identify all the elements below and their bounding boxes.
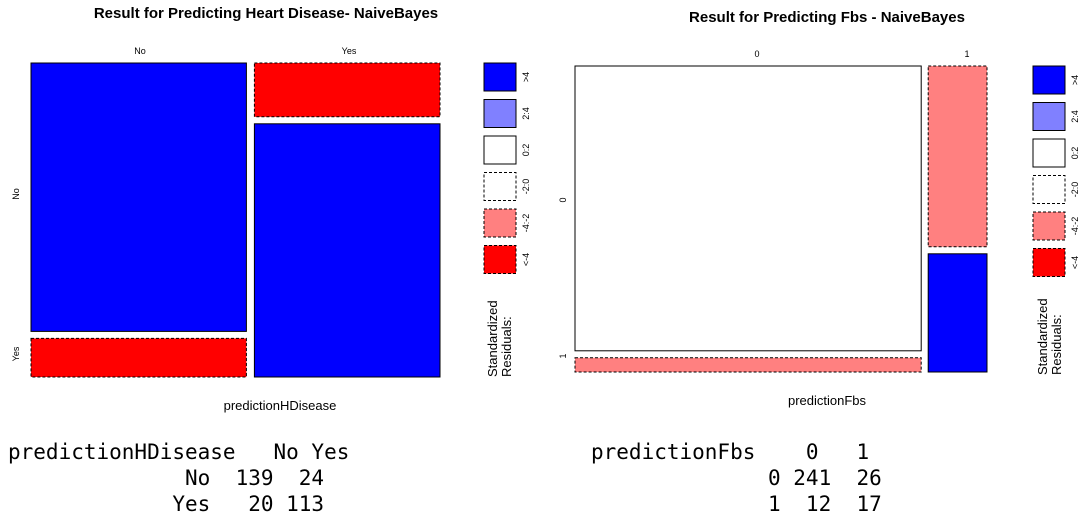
mosaic-cell-No-No	[30, 62, 247, 332]
mosaic-cell-Yes-No	[253, 62, 441, 118]
legend-swatch	[483, 135, 517, 165]
row-label-no: No	[11, 188, 21, 200]
chart-panel-heart-disease: Result for Predicting Heart Disease- Nai…	[0, 0, 545, 526]
legend-label: <-4	[1070, 256, 1080, 269]
legend-swatch	[1032, 138, 1066, 168]
row-label-1: 1	[558, 353, 568, 358]
legend-label: >4	[521, 72, 531, 82]
legend-title-line-1: Standardized	[485, 300, 500, 377]
mosaic-cell-0-1	[574, 357, 922, 373]
legend-swatch	[1032, 102, 1066, 131]
legend-label: -4:-2	[521, 214, 531, 233]
mosaic-cell-Yes-Yes	[253, 123, 441, 378]
legend: >4 2:4 0:2 -2:0 -4:-2 <-4	[483, 62, 531, 274]
confusion-table-row-1: 1 12 17	[591, 492, 882, 516]
legend-label: -2:0	[521, 179, 531, 195]
legend-title-line-2: Residuals:	[499, 316, 514, 377]
legend-swatch	[483, 208, 517, 238]
legend-swatch	[1032, 175, 1066, 204]
mosaic-cell-1-0	[927, 65, 988, 248]
legend-title-line-1: Standardized	[1035, 298, 1050, 375]
legend-title-line-2: Residuals:	[1049, 314, 1064, 375]
mosaic-cell-1-1	[927, 253, 988, 373]
legend-label: <-4	[521, 253, 531, 266]
row-label-0: 0	[558, 197, 568, 202]
mosaic-cell-0-0	[574, 65, 922, 352]
legend-swatch	[1032, 211, 1066, 241]
legend-title: Standardized Residuals:	[485, 297, 514, 377]
legend-title: Standardized Residuals:	[1035, 295, 1064, 375]
col-label-1: 1	[964, 49, 969, 59]
legend-label: -4:-2	[1070, 217, 1080, 236]
mosaic-chart-fbs: Result for Predicting Fbs - NaiveBayes 0…	[558, 9, 1080, 516]
legend-label: 0:2	[1070, 147, 1080, 160]
legend-swatch	[1032, 248, 1066, 277]
legend-swatch	[483, 62, 517, 92]
legend-swatch	[1032, 65, 1066, 95]
mosaic-cells	[574, 65, 988, 373]
legend-swatch	[483, 172, 517, 201]
confusion-table-header: predictionFbs 0 1	[591, 440, 869, 464]
col-label-0: 0	[754, 49, 759, 59]
mosaic-chart-heart-disease: Result for Predicting Heart Disease- Nai…	[8, 5, 531, 516]
legend-label: -2:0	[1070, 182, 1080, 198]
legend-label: 2:4	[1070, 110, 1080, 123]
confusion-table-row-0: 0 241 26	[591, 466, 882, 490]
mosaic-cell-No-Yes	[30, 337, 247, 378]
chart-panel-fbs: Result for Predicting Fbs - NaiveBayes 0…	[545, 0, 1089, 526]
col-label-yes: Yes	[342, 46, 357, 56]
legend-label: >4	[1070, 75, 1080, 85]
legend-label: 2:4	[521, 107, 531, 120]
x-axis-label: predictionHDisease	[224, 398, 337, 413]
mosaic-cells	[30, 62, 441, 378]
chart-title: Result for Predicting Fbs - NaiveBayes	[689, 9, 965, 26]
legend-swatch	[483, 245, 517, 274]
confusion-table-row-yes: Yes 20 113	[8, 492, 324, 516]
confusion-table-header: predictionHDisease No Yes	[8, 440, 349, 464]
col-label-no: No	[134, 46, 146, 56]
legend-swatch	[483, 99, 517, 128]
confusion-table-row-no: No 139 24	[8, 466, 324, 490]
chart-title: Result for Predicting Heart Disease- Nai…	[94, 5, 438, 22]
x-axis-label: predictionFbs	[788, 393, 867, 408]
legend: >4 2:4 0:2 -2:0 -4:-2 <-4	[1032, 65, 1080, 277]
legend-label: 0:2	[521, 144, 531, 157]
row-label-yes: Yes	[11, 346, 21, 361]
